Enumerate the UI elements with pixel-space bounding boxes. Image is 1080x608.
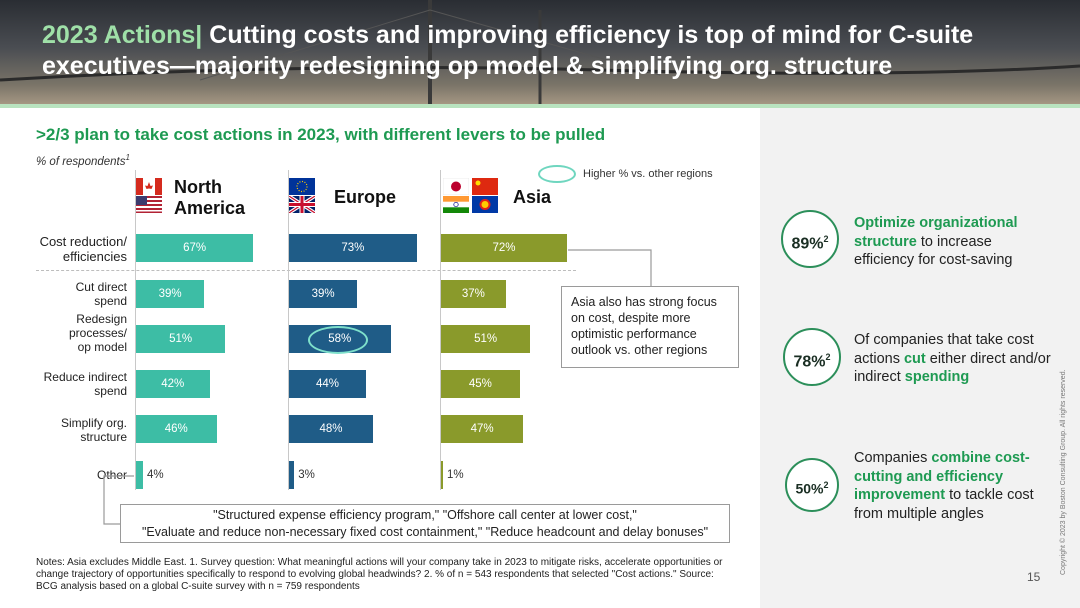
region-title-europe: Europe	[334, 187, 397, 207]
axis-line-asia	[440, 170, 441, 490]
stat-text-50: Companies combine cost-cutting and effic…	[854, 449, 1054, 523]
stat-value-89: 89%	[791, 235, 824, 253]
bar-label-asia-1: 37%	[461, 288, 485, 300]
stat-50-highlight: combine cost-cutting and efficiency impr…	[854, 450, 1030, 503]
bar-label-eu-0: 73%	[341, 242, 365, 254]
usa-flag-icon	[136, 196, 162, 213]
bridge-background-image	[0, 0, 1080, 106]
bar-asia-2	[441, 325, 531, 353]
bar-na-2	[136, 325, 226, 353]
stat-50-rest: to tackle cost from multiple angles	[854, 487, 1034, 522]
bar-label-na-5: 4%	[147, 469, 164, 481]
legend-text: Higher % vs. other regions	[583, 168, 713, 180]
quote-box: "Structured expense efficiency program,"…	[120, 504, 730, 543]
bar-na-3	[136, 370, 210, 398]
axis-line-north-america	[135, 170, 136, 490]
bar-na-4	[136, 415, 217, 443]
copyright-text: Copyright © 2023 by Boston Consulting Gr…	[1060, 369, 1067, 575]
bar-na-0	[136, 234, 254, 262]
bar-eu-5	[289, 461, 295, 489]
asean-flag-icon	[472, 196, 498, 213]
title-text: Cutting costs and improving efficiency i…	[42, 21, 974, 80]
asia-callout: Asia also has strong focus on cost, desp…	[561, 286, 739, 368]
bar-label-asia-4: 47%	[470, 423, 494, 435]
header-banner: 2023 Actions| Cutting costs and improvin…	[0, 0, 1080, 106]
bar-eu-4	[289, 415, 373, 443]
bar-label-na-3: 42%	[161, 378, 185, 390]
footnotes: Notes: Asia excludes Middle East. 1. Sur…	[36, 557, 723, 592]
stat-78-pre: Of companies that take cost actions	[854, 332, 1034, 367]
china-flag-icon	[472, 178, 498, 195]
quote-line-1: "Structured expense efficiency program,"…	[213, 508, 637, 522]
bar-asia-4	[441, 415, 524, 443]
stat-78-highlight-1: cut	[903, 350, 926, 367]
page-number: 15	[1027, 570, 1041, 584]
stat-circle-78: 78%2	[783, 328, 841, 386]
bar-asia-0	[441, 234, 567, 262]
row-divider	[36, 270, 576, 271]
row-label-reduce-indirect-spend: Reduce indirect spend	[43, 370, 127, 398]
bar-eu-3	[289, 370, 366, 398]
bar-label-na-4: 46%	[164, 423, 188, 435]
stat-78-highlight-2: spending	[904, 369, 970, 385]
bar-label-eu-4: 48%	[319, 423, 343, 435]
axis-line-europe	[288, 170, 289, 490]
stat-value-50: 50%	[795, 480, 824, 497]
row-label-cost-reduction: Cost reduction/ efficiencies	[39, 234, 127, 264]
eu-flag-icon	[289, 178, 315, 195]
highlight-oval-europe-redesign	[308, 326, 368, 354]
unit-footnote: 1	[125, 153, 130, 162]
bar-label-asia-2: 51%	[474, 333, 498, 345]
bar-asia-1	[441, 280, 506, 308]
bar-label-na-2: 51%	[169, 333, 193, 345]
stat-89-rest: to increase efficiency for cost-saving	[854, 233, 1013, 269]
chart-subtitle: >2/3 plan to take cost actions in 2023, …	[36, 125, 606, 144]
bar-label-asia-3: 45%	[468, 378, 492, 390]
row-label-cut-direct-spend: Cut direct spend	[75, 280, 127, 308]
page-title: 2023 Actions| Cutting costs and improvin…	[42, 20, 1042, 82]
stat-sup-50: 2	[823, 480, 829, 490]
legend-highlight-icon	[538, 165, 576, 183]
bar-label-na-0: 67%	[183, 242, 207, 254]
bar-label-na-1: 39%	[158, 288, 182, 300]
bar-na-5	[136, 461, 143, 489]
japan-flag-icon	[443, 178, 469, 195]
bar-label-asia-5: 1%	[447, 469, 464, 481]
bar-asia-5	[441, 461, 443, 489]
quote-line-2: "Evaluate and reduce non-necessary fixed…	[141, 525, 709, 539]
quote-connector	[103, 475, 134, 525]
bar-label-eu-1: 39%	[311, 288, 335, 300]
bar-eu-0	[289, 234, 417, 262]
stat-sup-89: 2	[823, 234, 829, 244]
stat-value-78: 78%	[793, 353, 826, 371]
bar-asia-3	[441, 370, 520, 398]
stat-89-highlight: Optimize organizational structure	[854, 215, 1018, 250]
stat-circle-89: 89%2	[781, 210, 839, 268]
canada-flag-icon	[136, 178, 162, 195]
unit-label: % of respondents1	[36, 153, 130, 168]
bar-na-1	[136, 280, 205, 308]
india-flag-icon	[443, 196, 469, 213]
header-divider	[0, 104, 1080, 108]
stat-text-89: Optimize organizational structure to inc…	[854, 214, 1054, 270]
bar-label-eu-5: 3%	[298, 469, 315, 481]
callout-connector	[568, 249, 652, 286]
stat-78-mid: either direct and/or indirect	[854, 350, 1051, 386]
stat-text-78: Of companies that take cost actions cut …	[854, 331, 1054, 387]
row-label-redesign-processes: Redesign processes/ op model	[68, 312, 127, 354]
unit-text: % of respondents	[36, 155, 126, 168]
row-label-simplify-org: Simplify org. structure	[60, 416, 127, 444]
bar-eu-1	[289, 280, 358, 308]
bar-label-asia-0: 72%	[492, 242, 516, 254]
stat-50-pre: Companies	[854, 450, 932, 466]
region-title-north-america: North America	[174, 177, 246, 218]
stat-circle-50: 50%2	[785, 458, 839, 512]
stat-sup-78: 2	[825, 352, 831, 362]
bar-label-eu-3: 44%	[315, 378, 340, 390]
uk-flag-icon	[289, 196, 315, 213]
title-accent: 2023 Actions|	[42, 21, 203, 49]
region-title-asia: Asia	[513, 187, 552, 207]
